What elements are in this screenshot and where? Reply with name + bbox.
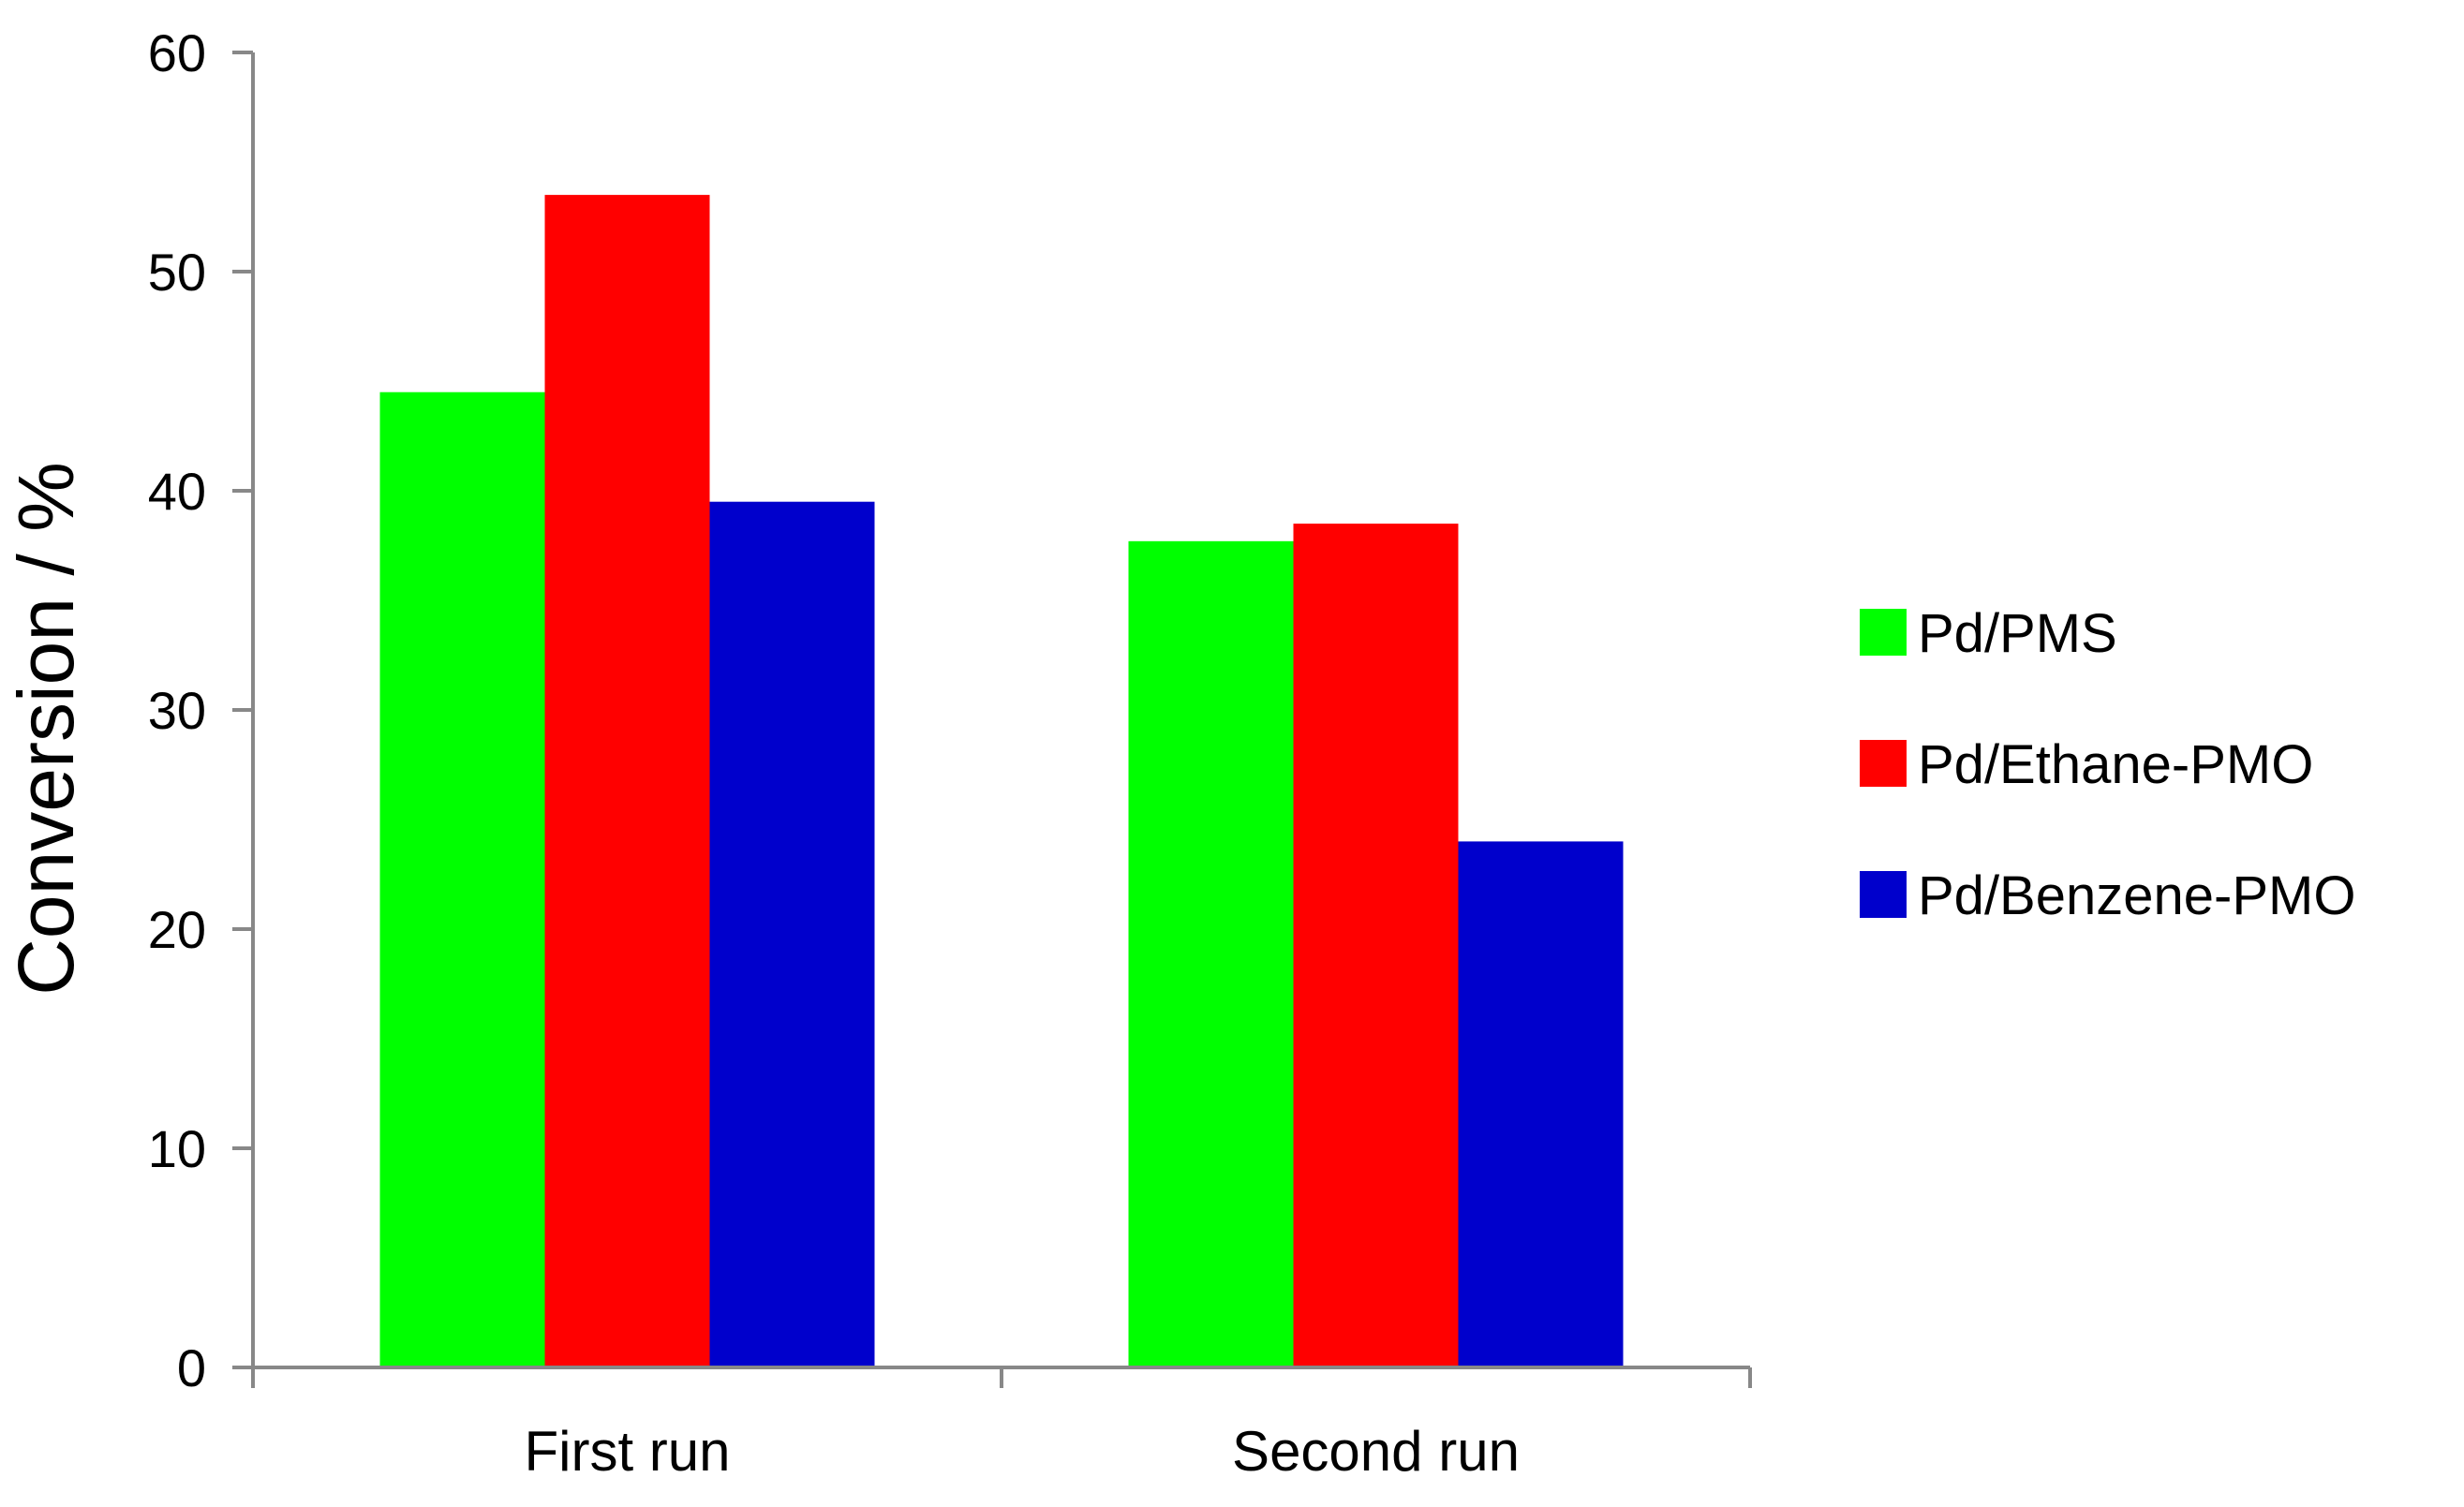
bar-pd-pms-1 — [1128, 540, 1294, 1367]
y-tick-label: 10 — [148, 1119, 206, 1178]
y-tick-label: 50 — [148, 243, 206, 302]
bars-layer — [379, 195, 1624, 1368]
y-tick-label: 0 — [177, 1338, 206, 1397]
legend-label: Pd/PMS — [1918, 603, 2117, 664]
legend-label: Pd/Benzene-PMO — [1918, 865, 2355, 926]
bar-pd-ethane-pmo-1 — [1293, 524, 1459, 1367]
y-tick-label: 30 — [148, 681, 206, 740]
legend-label: Pd/Ethane-PMO — [1918, 734, 2313, 795]
legend-swatch — [1860, 740, 1907, 787]
legend: Pd/PMS Pd/Ethane-PMO Pd/Benzene-PMO — [1860, 603, 2355, 926]
bar-pd-ethane-pmo-0 — [544, 195, 710, 1368]
legend-swatch — [1860, 871, 1907, 918]
y-ticks: 0 10 20 30 40 50 60 — [148, 23, 253, 1397]
bar-pd-benzene-pmo-0 — [709, 501, 875, 1367]
legend-swatch — [1860, 609, 1907, 656]
x-category-label: Second run — [1232, 1420, 1520, 1483]
y-axis-title: Conversion / % — [2, 462, 90, 996]
x-ticks: First run Second run — [251, 1367, 1752, 1483]
bar-pd-benzene-pmo-1 — [1458, 841, 1624, 1367]
x-category-label: First run — [524, 1420, 730, 1483]
y-tick-label: 20 — [148, 900, 206, 959]
y-tick-label: 60 — [148, 23, 206, 82]
y-tick-label: 40 — [148, 462, 206, 521]
bar-pd-pms-0 — [379, 392, 545, 1368]
